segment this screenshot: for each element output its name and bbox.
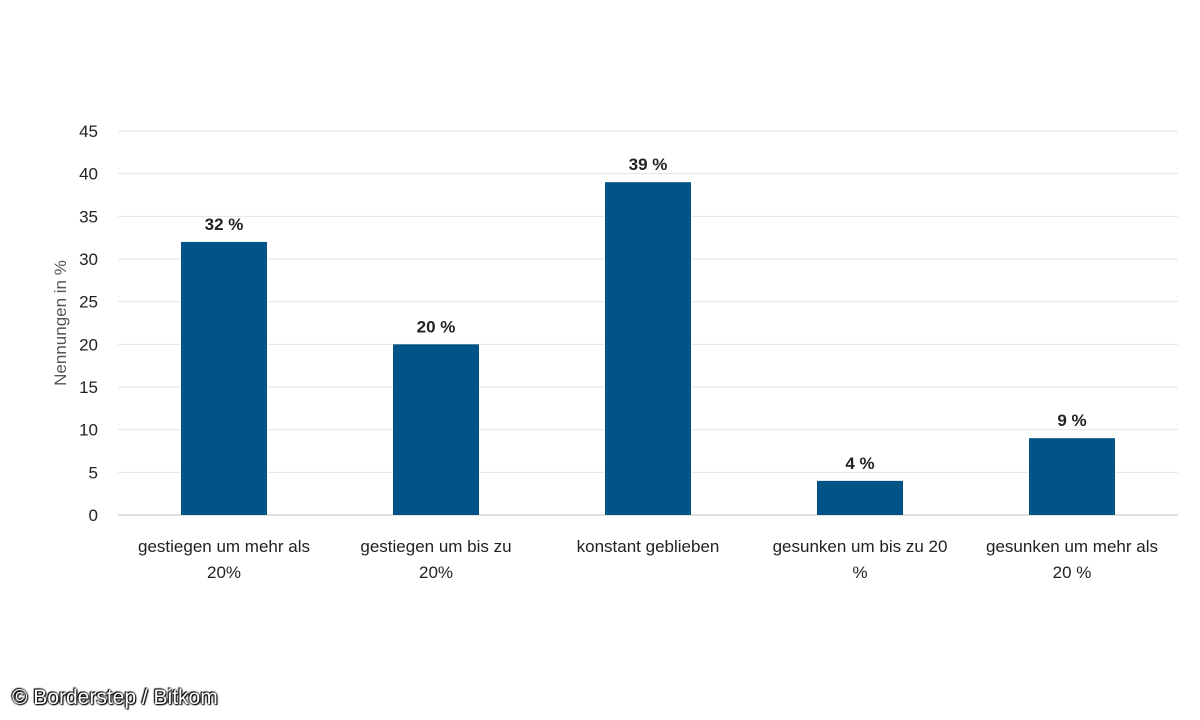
data-label: 4 % <box>845 454 874 473</box>
credit-text: © Borderstep / Bitkom <box>12 686 218 709</box>
y-tick-label: 0 <box>89 506 98 525</box>
data-labels: 32 % 20 % 39 % 4 % 9 % <box>205 155 1087 473</box>
category-label: gestiegen um bis zu 20% <box>360 537 511 582</box>
y-tick-label: 15 <box>79 378 98 397</box>
data-label: 9 % <box>1057 411 1086 430</box>
bar <box>605 182 691 515</box>
category-label: konstant geblieben <box>577 537 720 556</box>
category-label: gesunken um mehr als 20 % <box>986 537 1158 582</box>
bar <box>181 241 267 515</box>
bar <box>817 480 903 515</box>
bars <box>181 182 1115 515</box>
y-tick-label: 30 <box>79 250 98 269</box>
category-label: gestiegen um mehr als 20% <box>138 537 310 582</box>
bar <box>1029 438 1115 515</box>
y-tick-label: 10 <box>79 421 98 440</box>
y-tick-label: 35 <box>79 207 98 226</box>
y-tick-label: 5 <box>89 463 98 482</box>
bar <box>393 344 479 515</box>
y-axis-label: Nennungen in % <box>51 260 70 386</box>
data-label: 20 % <box>417 317 456 336</box>
y-tick-label: 40 <box>79 165 98 184</box>
y-tick-label: 45 <box>79 122 98 141</box>
category-label: gesunken um bis zu 20% <box>773 537 948 582</box>
y-tick-label: 20 <box>79 335 98 354</box>
y-axis-ticks: 0 5 10 15 20 25 30 35 40 45 <box>79 122 98 525</box>
y-tick-label: 25 <box>79 293 98 312</box>
data-label: 39 % <box>629 155 668 174</box>
data-label: 32 % <box>205 215 244 234</box>
category-labels: gestiegen um mehr als 20% gestiegen um bis… <box>138 537 1158 582</box>
